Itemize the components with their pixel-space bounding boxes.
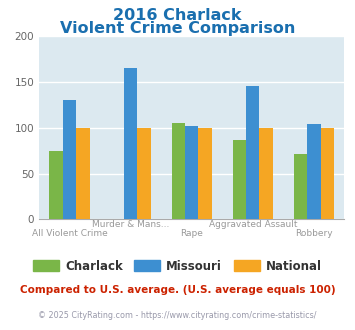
Bar bbox=[49, 151, 63, 219]
Text: Robbery: Robbery bbox=[295, 229, 333, 238]
Bar bbox=[137, 128, 151, 219]
Text: Aggravated Assault: Aggravated Assault bbox=[208, 220, 297, 229]
Bar bbox=[260, 128, 273, 219]
Text: Murder & Mans...: Murder & Mans... bbox=[92, 220, 169, 229]
Bar bbox=[294, 154, 307, 219]
Text: Rape: Rape bbox=[180, 229, 203, 238]
Bar bbox=[321, 128, 334, 219]
Text: © 2025 CityRating.com - https://www.cityrating.com/crime-statistics/: © 2025 CityRating.com - https://www.city… bbox=[38, 311, 317, 320]
Bar bbox=[185, 126, 198, 219]
Bar bbox=[246, 86, 260, 219]
Bar bbox=[124, 68, 137, 219]
Bar bbox=[198, 128, 212, 219]
Bar bbox=[63, 100, 76, 219]
Text: 2016 Charlack: 2016 Charlack bbox=[113, 8, 242, 23]
Bar bbox=[171, 123, 185, 219]
Bar bbox=[233, 140, 246, 219]
Text: All Violent Crime: All Violent Crime bbox=[32, 229, 108, 238]
Legend: Charlack, Missouri, National: Charlack, Missouri, National bbox=[28, 255, 327, 278]
Bar bbox=[76, 128, 90, 219]
Text: Violent Crime Comparison: Violent Crime Comparison bbox=[60, 21, 295, 36]
Bar bbox=[307, 124, 321, 219]
Text: Compared to U.S. average. (U.S. average equals 100): Compared to U.S. average. (U.S. average … bbox=[20, 285, 335, 295]
